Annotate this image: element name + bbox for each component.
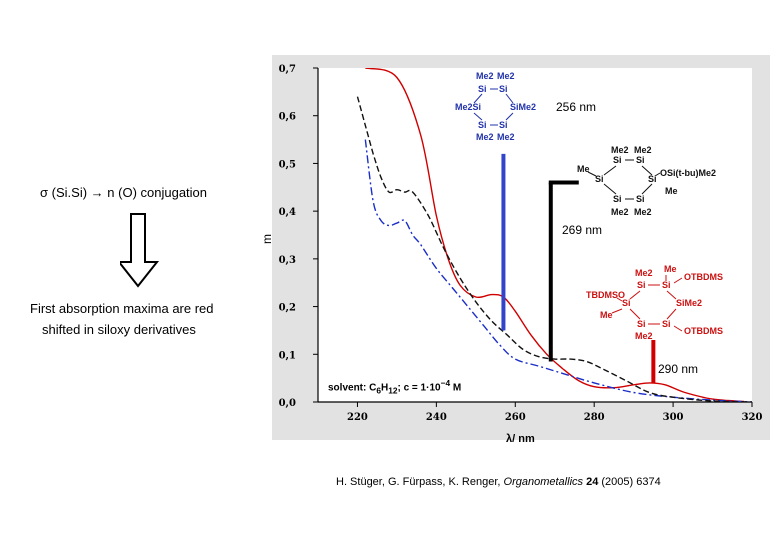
y-tick-label: 0,1 [279, 350, 296, 361]
y-tick-label: 0,5 [279, 159, 296, 170]
x-tick-label: 220 [347, 412, 368, 423]
m2-top-right: Me2 [634, 145, 652, 155]
x-tick-label: 240 [426, 412, 447, 423]
m1-right: SiMe2 [510, 102, 536, 112]
conjugation-text: σ (Si.Si) → n (O) conjugation [40, 185, 207, 200]
m2-top-left: Me2 [611, 145, 629, 155]
citation-authors: H. Stüger, G. Fürpass, K. Renger, [336, 476, 504, 488]
x-tick-label: 280 [584, 412, 605, 423]
m2-si-5: Si [613, 194, 622, 204]
citation-year-pages: (2005) 6374 [598, 476, 661, 488]
solvent-sub-1: 6 [376, 385, 381, 396]
marker-label-256: 256 nm [556, 100, 597, 114]
m1-top-left: Me2 [476, 71, 494, 81]
y-tick-label: 0,7 [279, 64, 296, 75]
m2-si-1: Si [613, 155, 622, 165]
conjugation-target: n (O) conjugation [107, 185, 208, 200]
m3-si-3: Si [622, 298, 631, 308]
molecule-dodecamethylcyclohexasilane: Me2 Me2 Si Si Me2Si SiMe2 Si Si Me2 Me2 [455, 71, 536, 142]
m3-top-me: Me [664, 264, 677, 274]
solvent-prefix: solvent: C [328, 382, 377, 394]
m3-left-me: Me [600, 310, 613, 320]
citation-journal: Organometallics [503, 476, 584, 488]
m3-top-right: OTBDMS [684, 272, 723, 282]
m3-bottom-right: OTBDMS [684, 326, 723, 336]
m2-si-4: Si [648, 174, 657, 184]
conjugation-label: (Si.Si) [51, 185, 88, 200]
molecule-siloxy-cyclohexasilane: Me2 Me2 Si Si Me OSi(t-bu)Me2 Si Si Me S… [577, 145, 716, 217]
x-axis-label: λ/ nm [506, 433, 535, 445]
m3-right: SiMe2 [676, 298, 702, 308]
m3-bottom: Me2 [635, 331, 653, 341]
plot-area [318, 68, 752, 402]
m1-left: Me2Si [455, 102, 481, 112]
solvent-mid: H [380, 382, 389, 394]
molecule-tris-otbdms-cyclohexasilane: Me Me2 OTBDMS Si Si TBDMSO Si SiMe2 Me S… [586, 264, 723, 341]
m2-bottom-left: Me2 [611, 207, 629, 217]
right-arrow-icon: → [90, 185, 104, 200]
m1-top-right: Me2 [497, 71, 515, 81]
m3-si-5: Si [662, 319, 671, 329]
m2-right-me: Me [665, 186, 678, 196]
series-line-black [356, 96, 752, 402]
down-arrow-icon [120, 213, 160, 288]
solvent-exponent: −4 [440, 378, 451, 388]
x-tick-label: 320 [742, 412, 763, 423]
solvent-sub-2: 12 [388, 385, 398, 396]
solvent-unit: M [450, 382, 462, 394]
m2-si-3: Si [595, 174, 604, 184]
y-tick-label: 0,4 [279, 207, 296, 218]
marker-label-290: 290 nm [658, 362, 699, 376]
series-line-red [365, 68, 745, 402]
y-side-label: m [260, 234, 274, 244]
y-tick-label: 0,2 [279, 303, 296, 314]
m1-bottom-left: Me2 [476, 132, 494, 142]
sigma-symbol: σ [40, 185, 49, 200]
m1-si-2: Si [499, 84, 508, 94]
m2-si-6: Si [636, 194, 645, 204]
x-tick-label: 260 [505, 412, 526, 423]
m2-bottom-right: Me2 [634, 207, 652, 217]
m2-right-sub: OSi(t-bu)Me2 [660, 168, 716, 178]
citation: H. Stüger, G. Fürpass, K. Renger, Organo… [336, 476, 661, 488]
marker-label-269: 269 nm [562, 223, 603, 237]
m3-si-4: Si [637, 319, 646, 329]
y-tick-label: 0,0 [279, 398, 296, 409]
m3-top-me2: Me2 [635, 268, 653, 278]
m1-bottom-right: Me2 [497, 132, 515, 142]
m2-si-2: Si [636, 155, 645, 165]
m1-si-1: Si [478, 84, 487, 94]
citation-volume: 24 [586, 476, 599, 488]
x-tick-label: 300 [663, 412, 684, 423]
y-tick-label: 0,3 [279, 255, 296, 266]
m1-si-3: Si [478, 120, 487, 130]
statement-line-2: shifted in siloxy derivatives [42, 322, 196, 337]
m2-left-me: Me [577, 164, 590, 174]
m3-si-1: Si [637, 280, 646, 290]
solvent-conc: ; c = 1·10 [397, 382, 441, 394]
m3-si-2: Si [662, 280, 671, 290]
y-tick-label: 0,6 [279, 112, 296, 123]
statement-line-1: First absorption maxima are red [30, 301, 214, 316]
m3-left: TBDMSO [586, 290, 625, 300]
m1-si-4: Si [499, 120, 508, 130]
solvent-label: solvent: C6H12; c = 1·10−4 M [328, 378, 461, 395]
